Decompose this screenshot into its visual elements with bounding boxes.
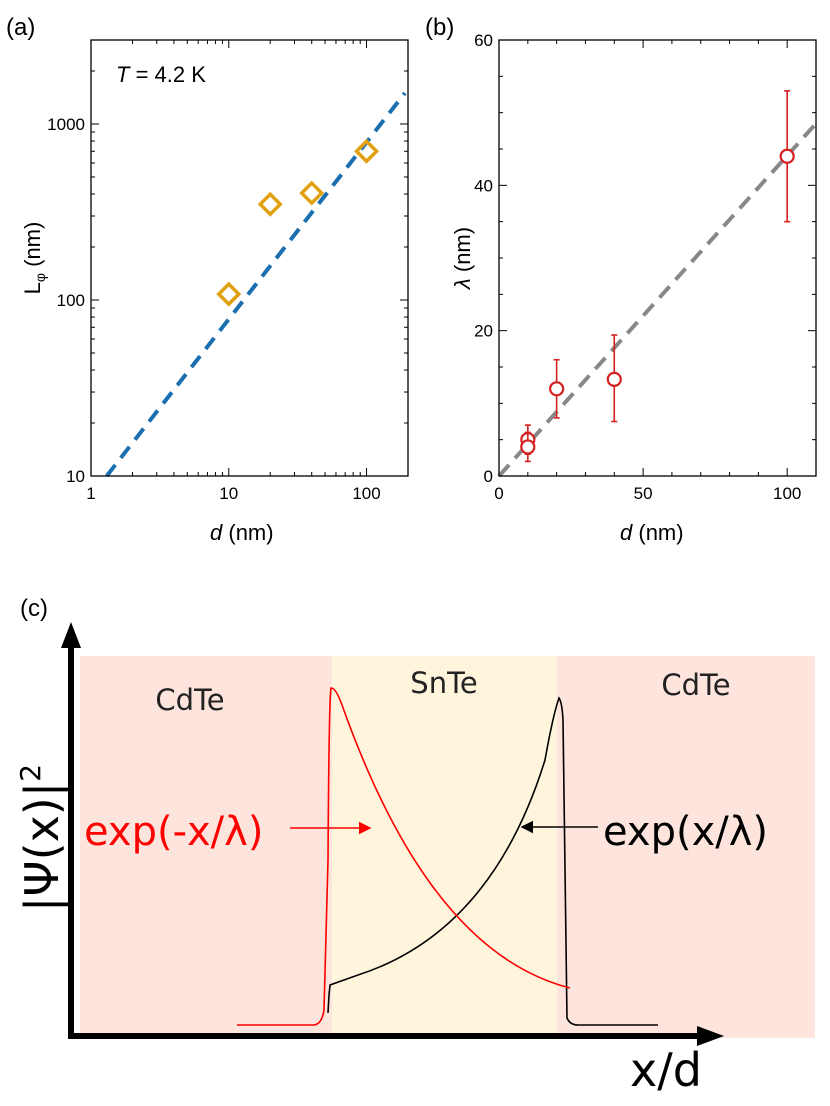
schematic-y-arrowhead (61, 622, 81, 648)
panel-a-data-points (216, 138, 380, 307)
panel-a-ylabel: Lφ (nm) (20, 222, 48, 295)
region-cdte-left (80, 656, 332, 1038)
panel-a-xlabel: d (nm) (210, 520, 274, 545)
panel-b-ytick-label: 40 (474, 176, 493, 195)
panel-a-point (299, 180, 325, 206)
panel-a-fit-line (105, 91, 407, 478)
panel-b-xtick-label: 50 (634, 484, 653, 503)
panel-b-point (606, 371, 622, 387)
panel-a-frame (90, 39, 409, 477)
schematic-x-arrowhead (697, 1026, 724, 1046)
panel-b-ytick-label: 60 (474, 31, 493, 50)
region-label-cdte-left: CdTe (155, 683, 224, 717)
schematic-ylabel: |Ψ(x)|2 (14, 764, 70, 912)
panel-b-chart: 0 50 100 0 20 40 60 d (nm) λ (nm) (450, 31, 818, 545)
panel-b-fit-line (497, 122, 818, 478)
panel-a-ytick-label: 10 (66, 467, 85, 486)
panel-a-ytick-label: 100 (57, 291, 85, 310)
panel-b-point (549, 381, 565, 397)
panel-label-b: (b) (425, 14, 454, 41)
panel-b-point (520, 439, 536, 455)
panel-label-a: (a) (6, 14, 35, 41)
region-label-snte: SnTe (410, 666, 477, 700)
panel-b-xtick-label: 100 (773, 484, 801, 503)
panel-a-ytick-label: 1000 (47, 115, 85, 134)
panel-label-c: (c) (20, 595, 48, 622)
panel-b-ytick-label: 20 (474, 322, 493, 341)
panel-b-ticks: 0 50 100 0 20 40 60 (474, 31, 817, 503)
panel-b-ytick-label: 0 (484, 467, 493, 486)
panel-b-point (779, 148, 795, 164)
region-snte (332, 656, 557, 1038)
wavefunction-left-curve (237, 687, 571, 1026)
panel-a-xtick-label: 100 (352, 484, 380, 503)
panel-a-xtick-label: 1 (86, 484, 95, 503)
panel-a-point (257, 191, 283, 217)
schematic-xlabel: x/d (630, 1043, 702, 1097)
equation-left: exp(-x/λ) (84, 809, 263, 855)
panel-b-xtick-label: 0 (494, 484, 503, 503)
panel-a-point (354, 138, 380, 164)
panel-a-point (216, 281, 242, 307)
panel-b-frame (498, 39, 817, 477)
region-cdte-right (557, 656, 815, 1038)
panel-a-annotation: T = 4.2 K (116, 62, 206, 87)
panel-a-xtick-label: 10 (219, 484, 238, 503)
panel-c-schematic: CdTe SnTe CdTe |Ψ(x)|2 x/d exp(-x/λ) exp… (14, 622, 815, 1097)
panel-b-xlabel: d (nm) (620, 520, 684, 545)
region-label-cdte-right: CdTe (661, 668, 730, 702)
panel-b-data-points (520, 90, 795, 463)
panel-b-ylabel: λ (nm) (450, 227, 475, 290)
wavefunction-right-curve (327, 696, 658, 1026)
equation-right: exp(x/λ) (603, 809, 768, 855)
